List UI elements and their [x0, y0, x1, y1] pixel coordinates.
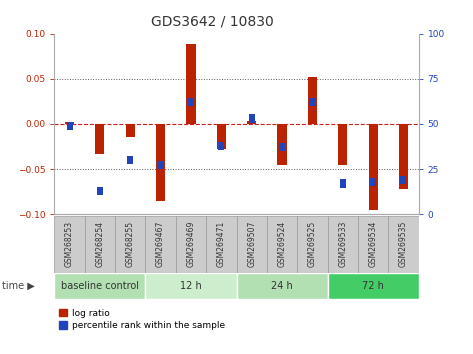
Bar	[96, 124, 105, 154]
Text: 24 h: 24 h	[271, 281, 293, 291]
Bar	[327, 273, 419, 299]
Bar	[236, 273, 327, 299]
Text: GSM268254: GSM268254	[96, 221, 105, 267]
Bar	[115, 216, 146, 273]
Text: GSM269525: GSM269525	[308, 221, 317, 267]
Bar	[186, 45, 195, 124]
Bar	[247, 121, 256, 124]
Bar	[97, 187, 103, 195]
Bar	[308, 77, 317, 124]
Bar	[67, 122, 72, 130]
Text: GSM269524: GSM269524	[278, 221, 287, 267]
Bar	[188, 98, 194, 106]
Bar	[156, 124, 165, 201]
Bar	[54, 273, 146, 299]
Bar	[297, 216, 327, 273]
Bar	[279, 143, 285, 152]
Bar	[309, 98, 315, 106]
Bar	[278, 124, 287, 165]
Text: GSM269469: GSM269469	[186, 221, 195, 267]
Text: baseline control: baseline control	[61, 281, 139, 291]
Bar	[399, 124, 408, 189]
Bar	[176, 216, 206, 273]
Text: GSM269535: GSM269535	[399, 221, 408, 267]
Text: GSM269534: GSM269534	[368, 221, 377, 267]
Bar	[388, 216, 419, 273]
Text: 12 h: 12 h	[180, 281, 202, 291]
Bar	[206, 216, 236, 273]
Bar	[358, 216, 388, 273]
Bar	[146, 273, 236, 299]
Bar	[145, 216, 176, 273]
Bar	[217, 124, 226, 149]
Bar	[267, 216, 297, 273]
Text: GSM268253: GSM268253	[65, 221, 74, 267]
Bar	[54, 216, 85, 273]
Bar	[236, 216, 267, 273]
Bar	[85, 216, 115, 273]
Bar	[327, 216, 358, 273]
Text: time ▶: time ▶	[2, 281, 35, 291]
Text: GSM269471: GSM269471	[217, 221, 226, 267]
Bar	[368, 124, 377, 210]
Text: GDS3642 / 10830: GDS3642 / 10830	[151, 14, 274, 28]
Bar	[401, 176, 406, 184]
Bar	[127, 156, 133, 164]
Bar	[65, 122, 74, 124]
Text: 72 h: 72 h	[362, 281, 384, 291]
Bar	[126, 124, 135, 137]
Bar	[340, 179, 346, 188]
Text: GSM269533: GSM269533	[338, 221, 347, 267]
Bar	[249, 114, 254, 122]
Text: GSM268255: GSM268255	[126, 221, 135, 267]
Legend: log ratio, percentile rank within the sample: log ratio, percentile rank within the sa…	[59, 309, 225, 330]
Bar	[219, 142, 224, 150]
Text: GSM269467: GSM269467	[156, 221, 165, 267]
Bar	[338, 124, 347, 165]
Bar	[158, 161, 164, 170]
Bar	[370, 178, 376, 186]
Text: GSM269507: GSM269507	[247, 221, 256, 267]
